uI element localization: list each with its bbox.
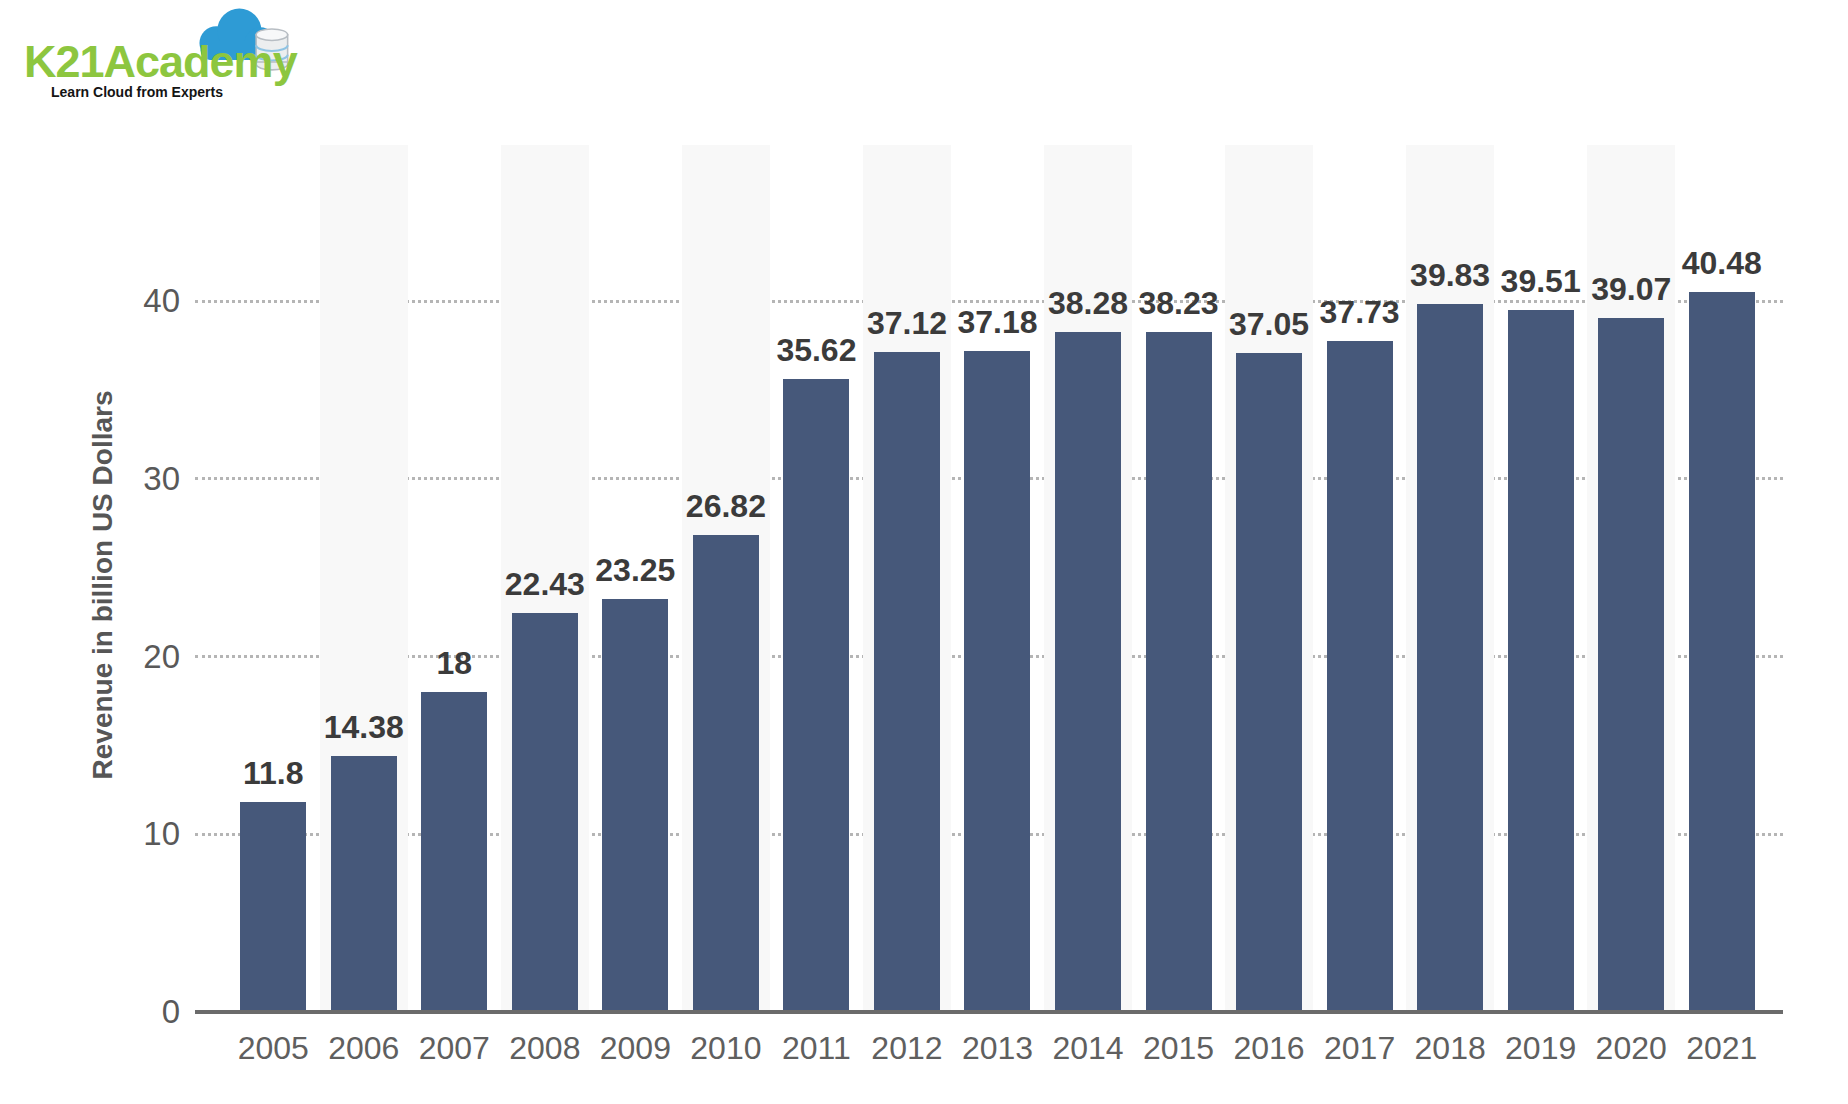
value-label-2009: 23.25 [525,552,745,589]
value-label-2005: 11.8 [163,755,383,792]
x-tick-label-2010: 2010 [681,1030,772,1067]
bar-column-2015: 38.232015 [1133,145,1224,1012]
x-tick-label-2005: 2005 [228,1030,319,1067]
bar-2018 [1417,304,1483,1012]
bar-2011 [783,379,849,1012]
bar-column-2009: 23.252009 [590,145,681,1012]
bar-column-2011: 35.622011 [771,145,862,1012]
x-tick-label-2011: 2011 [771,1030,862,1067]
bar-columns: 11.8200514.38200618200722.43200823.25200… [228,145,1767,1012]
x-tick-label-2008: 2008 [500,1030,591,1067]
bar-2014 [1055,332,1121,1012]
bar-2005 [240,802,306,1012]
value-label-2007: 18 [344,645,564,682]
x-tick-label-2016: 2016 [1224,1030,1315,1067]
x-tick-label-2009: 2009 [590,1030,681,1067]
value-label-2021: 40.48 [1612,245,1832,282]
page: K21Academy Learn Cloud from Experts Reve… [0,0,1848,1104]
bar-column-2012: 37.122012 [862,145,953,1012]
revenue-bar-chart: Revenue in billion US Dollars 010203040 … [0,0,1848,1104]
bar-2012 [874,352,940,1012]
bar-2015 [1146,332,1212,1012]
y-tick-label-30: 30 [60,460,180,498]
x-tick-label-2012: 2012 [862,1030,953,1067]
bar-2010 [693,535,759,1012]
bar-column-2006: 14.382006 [319,145,410,1012]
bar-2009 [602,599,668,1012]
x-tick-label-2018: 2018 [1405,1030,1496,1067]
bar-column-2013: 37.182013 [952,145,1043,1012]
x-tick-label-2019: 2019 [1495,1030,1586,1067]
bar-column-2005: 11.82005 [228,145,319,1012]
value-label-2017: 37.73 [1250,294,1470,331]
x-tick-label-2021: 2021 [1676,1030,1767,1067]
bar-2021 [1689,292,1755,1012]
x-tick-label-2007: 2007 [409,1030,500,1067]
bar-2017 [1327,341,1393,1012]
y-tick-label-10: 10 [60,815,180,853]
bar-column-2021: 40.482021 [1676,145,1767,1012]
bar-2019 [1508,310,1574,1012]
x-tick-label-2013: 2013 [952,1030,1043,1067]
y-axis-title: Revenue in billion US Dollars [87,391,119,780]
value-label-2010: 26.82 [616,488,836,525]
y-tick-label-40: 40 [60,282,180,320]
x-tick-label-2015: 2015 [1133,1030,1224,1067]
bar-2016 [1236,353,1302,1012]
x-tick-label-2014: 2014 [1043,1030,1134,1067]
x-tick-label-2020: 2020 [1586,1030,1677,1067]
x-axis-line [195,1010,1783,1014]
bar-column-2016: 37.052016 [1224,145,1315,1012]
x-tick-label-2017: 2017 [1314,1030,1405,1067]
bar-2006 [331,756,397,1012]
y-tick-label-20: 20 [60,638,180,676]
bar-column-2014: 38.282014 [1043,145,1134,1012]
x-tick-label-2006: 2006 [319,1030,410,1067]
y-tick-label-0: 0 [60,993,180,1031]
value-label-2006: 14.38 [254,709,474,746]
bar-2020 [1598,318,1664,1012]
bar-2013 [964,351,1030,1012]
